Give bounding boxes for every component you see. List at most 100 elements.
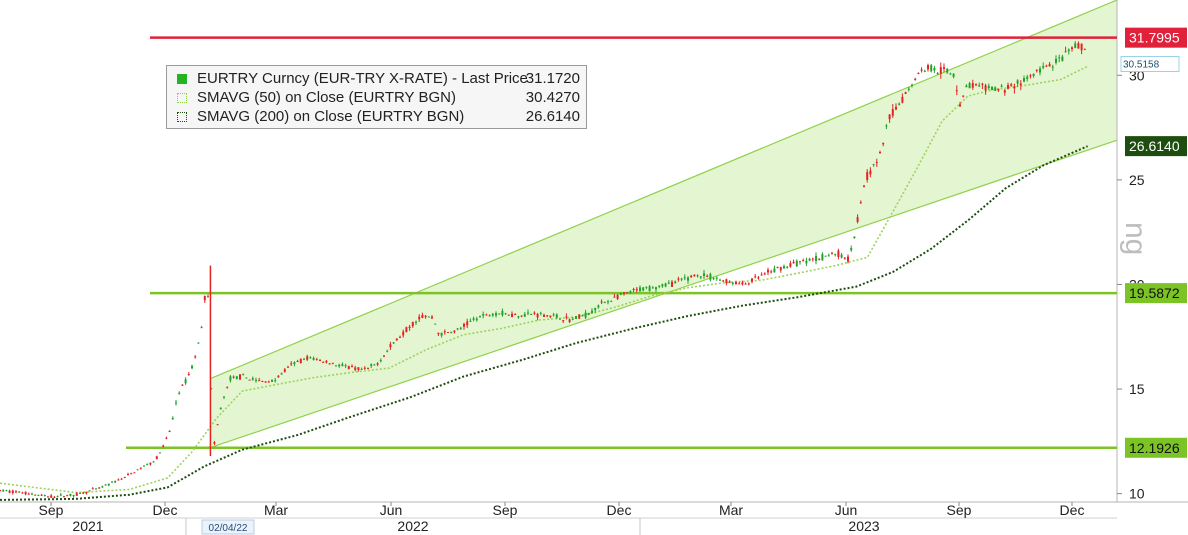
- candle-body-275: [879, 152, 881, 154]
- candle-body-123: [392, 342, 395, 344]
- candle-body-301: [962, 95, 965, 97]
- candle-body-116: [370, 364, 373, 366]
- candle-body-278: [888, 114, 891, 120]
- candle-body-237: [757, 277, 760, 279]
- level-label-bg-1: [1125, 283, 1187, 304]
- candle-body-148: [472, 318, 475, 320]
- candle-body-253: [808, 258, 811, 261]
- candle-body-96: [306, 356, 309, 360]
- candle-body-298: [952, 73, 955, 77]
- candle-body-258: [824, 255, 827, 257]
- candle-body-170: [543, 314, 545, 317]
- candle-body-17: [53, 497, 56, 499]
- candle-body-249: [795, 260, 798, 267]
- level-label-bg-2: [1125, 437, 1187, 458]
- candle-body-174: [555, 314, 558, 318]
- candle-body-145: [463, 323, 465, 327]
- candle-body-164: [523, 314, 526, 317]
- candle-body-104: [331, 363, 334, 365]
- candle-body-79: [251, 378, 254, 380]
- candle-body-31: [98, 487, 101, 489]
- ma200-swatch-icon: [177, 112, 187, 122]
- channel-upper-line: [210, 0, 1118, 380]
- candle-body-55: [175, 402, 177, 404]
- candle-body-5: [15, 491, 17, 493]
- year-label-2: 2023: [848, 518, 879, 534]
- candle-body-45: [143, 465, 145, 467]
- candle-body-18: [56, 496, 59, 498]
- candle-body-229: [731, 282, 734, 284]
- candle-body-299: [955, 90, 958, 92]
- candle-body-219: [699, 276, 702, 278]
- candle-body-73: [232, 376, 235, 378]
- candle-body-129: [411, 321, 414, 327]
- candle-body-271: [866, 171, 869, 180]
- candle-body-159: [507, 314, 510, 316]
- candle-body-269: [859, 202, 862, 204]
- candle-body-32: [101, 486, 104, 488]
- candle-body-106: [338, 364, 341, 367]
- candle-body-110: [351, 365, 353, 367]
- level-label-1: 19.5872: [1129, 285, 1180, 301]
- candle-body-29: [91, 488, 94, 490]
- candle-body-262: [837, 250, 840, 258]
- candle-body-84: [267, 381, 270, 383]
- candle-body-312: [997, 88, 1000, 91]
- candle-body-61: [194, 356, 197, 358]
- candle-body-172: [549, 315, 552, 317]
- candle-body-218: [696, 275, 699, 277]
- legend: EURTRY Curncy (EUR-TRY X-RATE) - Last Pr…: [166, 65, 587, 129]
- candle-body-169: [539, 312, 542, 314]
- candle-body-37: [117, 479, 120, 481]
- candle-body-39: [123, 476, 126, 478]
- candle-body-72: [229, 376, 232, 381]
- candle-body-217: [693, 274, 696, 277]
- candle-body-155: [495, 313, 497, 316]
- candle-body-220: [703, 273, 705, 277]
- candle-body-25: [79, 492, 81, 494]
- candle-body-35: [111, 481, 113, 483]
- candle-body-112: [357, 367, 360, 371]
- candle-body-303: [968, 83, 971, 89]
- candle-body-64: [203, 296, 206, 301]
- candle-body-23: [72, 494, 75, 497]
- candle-body-161: [514, 314, 517, 316]
- candle-body-281: [898, 103, 901, 105]
- candle-body-85: [271, 380, 273, 382]
- last-label-0: 30.5158: [1123, 60, 1160, 71]
- candle-body-209: [667, 282, 670, 284]
- candle-body-68: [216, 424, 219, 426]
- channel-area: [210, 0, 1118, 448]
- candle-body-335: [1071, 47, 1073, 50]
- candle-body-300: [959, 104, 961, 107]
- candle-body-250: [799, 261, 801, 263]
- legend-price-value: 31.1720: [525, 70, 580, 87]
- candle-body-15: [47, 496, 49, 498]
- candle-body-197: [629, 291, 632, 293]
- candle-body-81: [258, 380, 261, 382]
- candle-body-320: [1023, 78, 1025, 82]
- candle-body-251: [802, 260, 805, 262]
- candle-body-325: [1039, 68, 1041, 73]
- candle-body-126: [402, 331, 405, 336]
- candle-body-22: [69, 493, 72, 496]
- candle-body-295: [943, 67, 945, 69]
- candle-body-205: [655, 287, 657, 290]
- candle-body-100: [319, 360, 321, 362]
- candle-body-221: [706, 275, 709, 277]
- candle-body-241: [770, 271, 773, 273]
- candle-body-208: [664, 283, 667, 287]
- candle-body-3: [8, 490, 11, 493]
- candle-body-215: [687, 277, 689, 281]
- candle-body-238: [760, 274, 763, 276]
- candle-body-188: [600, 301, 603, 303]
- candle-body-21: [66, 495, 69, 497]
- candle-body-297: [949, 73, 952, 75]
- candle-body-77: [245, 377, 248, 379]
- candle-body-47: [149, 462, 152, 465]
- candle-body-213: [680, 278, 683, 280]
- level-label-bg-0: [1125, 27, 1187, 48]
- date-marker-label: 02/04/22: [209, 523, 248, 534]
- candle-body-109: [347, 365, 350, 369]
- level-label-0: 31.7995: [1129, 30, 1180, 46]
